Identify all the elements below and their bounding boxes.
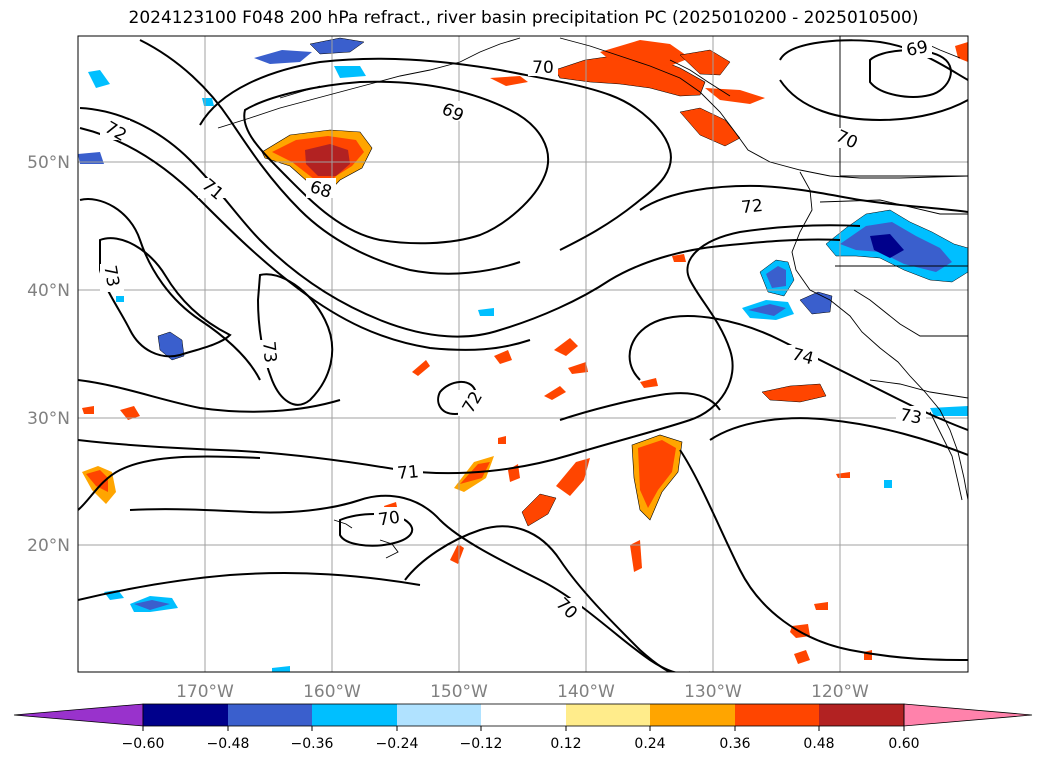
contour-label: 73 — [258, 340, 280, 363]
lat-tick-label: 20°N — [27, 536, 70, 556]
colorbar-tick-label: −0.48 — [207, 736, 250, 752]
colorbar-segment — [566, 704, 650, 726]
colorbar-segment — [228, 704, 312, 726]
contour-label: 71 — [396, 462, 419, 484]
longitude-labels: 170°W 160°W 150°W 140°W 130°W 120°W — [176, 682, 869, 702]
lat-tick-label: 50°N — [27, 153, 70, 173]
colorbar: −0.60 −0.48 −0.36 −0.24 −0.12 0.12 0.24 … — [13, 703, 1033, 752]
colorbar-segment — [481, 704, 566, 726]
colorbar-extend-high — [903, 703, 1033, 727]
colorbar-segment — [143, 704, 228, 726]
colorbar-tick-label: −0.36 — [291, 736, 334, 752]
colorbar-tick-label: 0.24 — [634, 736, 665, 752]
lon-tick-label: 140°W — [557, 682, 615, 702]
contour-label: 70 — [377, 508, 401, 531]
lon-tick-label: 170°W — [176, 682, 234, 702]
contour-label: 72 — [740, 196, 764, 218]
lon-tick-label: 130°W — [684, 682, 742, 702]
map-gridlines — [78, 36, 968, 672]
lon-tick-label: 150°W — [430, 682, 488, 702]
colorbar-tick-label: −0.60 — [122, 736, 165, 752]
contour-label: 70 — [532, 58, 554, 78]
lon-tick-label: 160°W — [303, 682, 361, 702]
colorbar-tick-label: −0.24 — [376, 736, 419, 752]
map-frame — [77, 35, 969, 673]
colorbar-tick-label: 0.60 — [888, 736, 919, 752]
colorbar-tick-label: 0.12 — [550, 736, 581, 752]
colorbar-segment — [735, 704, 819, 726]
coastlines-borders — [217, 36, 968, 559]
precip-positive-shading — [82, 40, 968, 664]
colorbar-tick-label: 0.36 — [719, 736, 750, 752]
map-title: 2024123100 F048 200 hPa refract., river … — [128, 8, 919, 28]
colorbar-tick-label: 0.48 — [803, 736, 834, 752]
contour-label: 73 — [99, 264, 122, 289]
latitude-labels: 50°N 40°N 30°N 20°N — [27, 153, 70, 556]
colorbar-tick-label: −0.12 — [460, 736, 503, 752]
lat-tick-label: 30°N — [27, 409, 70, 429]
colorbar-segment — [397, 704, 481, 726]
colorbar-segment — [312, 704, 397, 726]
contour-label: 69 — [905, 37, 930, 61]
colorbar-segment — [650, 704, 735, 726]
map-panel — [78, 36, 968, 672]
contour-label: 73 — [898, 405, 923, 428]
precip-negative-shading — [78, 37, 968, 672]
lat-tick-label: 40°N — [27, 281, 70, 301]
colorbar-segment — [819, 704, 904, 726]
lon-tick-label: 120°W — [811, 682, 869, 702]
contour-labels: 70 69 69 70 72 68 71 72 73 73 72 74 71 — [99, 37, 932, 623]
colorbar-extend-low — [13, 703, 144, 727]
